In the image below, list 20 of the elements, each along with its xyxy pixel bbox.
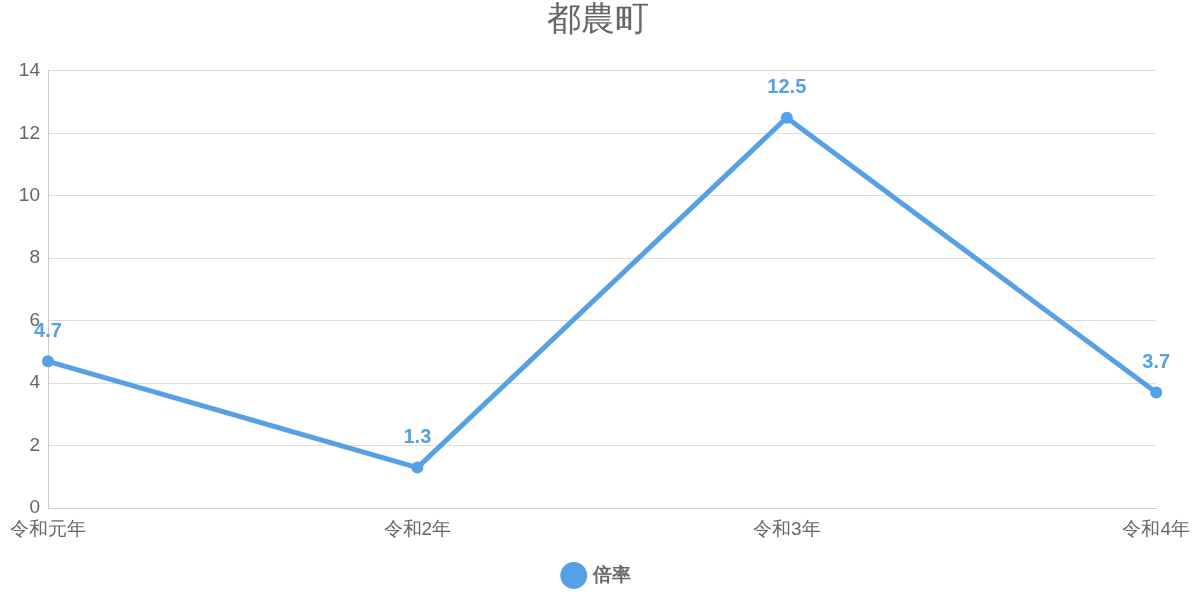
x-tick-label: 令和3年: [753, 517, 821, 539]
x-tick-label: 令和元年: [10, 517, 86, 539]
point: [42, 355, 54, 368]
data-label: 3.7: [1142, 350, 1171, 373]
x-tick-label: 令和2年: [383, 517, 452, 539]
y-tick-label: 2: [29, 433, 40, 455]
point: [780, 111, 793, 124]
y-tick-label: 4: [29, 371, 41, 393]
chart-title: 都農町: [546, 0, 649, 37]
data-label: 12.5: [767, 75, 807, 98]
y-tick-label: 14: [18, 59, 41, 81]
y-tick-label: 10: [18, 184, 40, 206]
y-tick-label: 0: [29, 496, 40, 518]
point: [1150, 386, 1163, 399]
y-tick-label: 12: [18, 121, 40, 143]
y-tick-label: 8: [29, 246, 40, 268]
point: [411, 461, 424, 474]
x-tick-label: 令和4年: [1122, 517, 1191, 539]
data-label: 1.3: [403, 425, 432, 448]
legend-label: 倍率: [591, 563, 631, 585]
